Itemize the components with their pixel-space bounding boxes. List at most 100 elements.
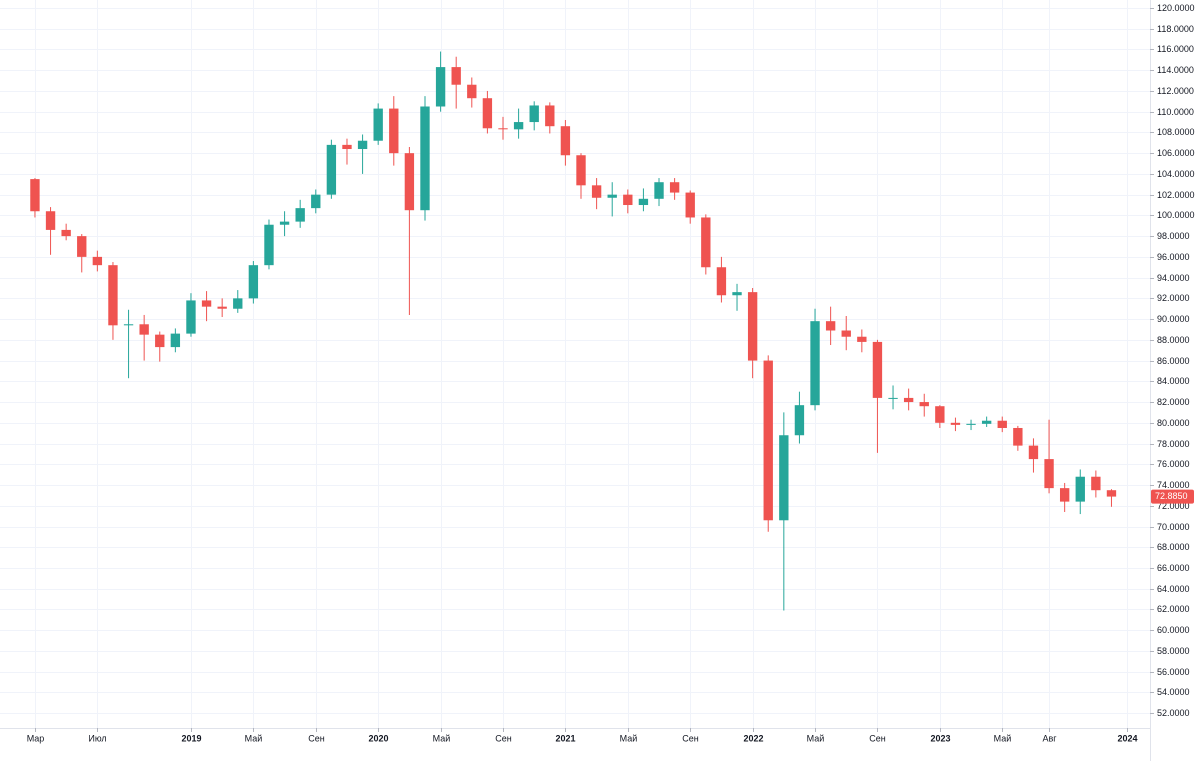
candle-body — [747, 292, 758, 361]
y-tick-label: 72.0000 — [1157, 501, 1190, 511]
candle-body — [1091, 476, 1101, 491]
candle-body — [186, 300, 196, 334]
candle-body — [981, 420, 992, 424]
candle-body — [638, 198, 649, 206]
candle-body — [108, 265, 118, 326]
y-tick-label: 62.0000 — [1157, 604, 1190, 614]
y-tick-label: 56.0000 — [1157, 667, 1190, 677]
y-tick-label: 92.0000 — [1157, 293, 1190, 303]
candle-body — [685, 192, 695, 218]
candle-body — [935, 406, 945, 423]
candle-body — [92, 256, 103, 266]
candle-body — [420, 106, 430, 211]
candle-body — [77, 236, 87, 257]
candle-body — [389, 108, 399, 154]
y-tick-label: 118.0000 — [1157, 24, 1194, 34]
candle-body — [1059, 488, 1070, 502]
candle-body — [1075, 476, 1085, 502]
candle-body — [326, 144, 337, 195]
candle-body — [888, 397, 898, 399]
candle-body — [794, 405, 805, 436]
candle-body — [498, 128, 508, 130]
candle-body — [545, 105, 555, 127]
candle-body — [950, 422, 961, 425]
candle-body — [467, 84, 477, 99]
y-tick-label: 110.0000 — [1157, 107, 1194, 117]
x-tick-label: 2019 — [181, 733, 201, 743]
x-tick-label: 2020 — [368, 733, 388, 743]
y-tick-label: 74.0000 — [1157, 480, 1190, 490]
x-tick-label: Май — [994, 733, 1012, 743]
y-tick-label: 100.0000 — [1157, 210, 1195, 220]
candle-body — [779, 435, 789, 521]
candle-body — [903, 397, 914, 403]
x-tick-label: Май — [245, 733, 263, 743]
y-tick-label: 120.0000 — [1157, 3, 1195, 13]
candle-body — [576, 155, 586, 186]
candle-body — [857, 336, 867, 342]
x-tick-label: Май — [807, 733, 825, 743]
y-tick-label: 58.0000 — [1157, 646, 1190, 656]
candle-body — [763, 360, 773, 521]
y-tick-label: 94.0000 — [1157, 273, 1190, 283]
x-tick-label: 2024 — [1117, 733, 1137, 743]
candle-body — [1106, 490, 1117, 497]
y-tick-label: 102.0000 — [1157, 190, 1195, 200]
y-tick-label: 84.0000 — [1157, 376, 1190, 386]
candle-body — [61, 229, 71, 237]
y-tick-label: 104.0000 — [1157, 169, 1195, 179]
candle-body — [669, 182, 680, 193]
y-tick-label: 106.0000 — [1157, 148, 1195, 158]
candle-body — [201, 300, 212, 307]
candle-body — [45, 211, 56, 230]
y-tick-label: 64.0000 — [1157, 584, 1190, 594]
y-tick-label: 52.0000 — [1157, 708, 1190, 718]
candle-body — [529, 105, 539, 123]
x-tick-label: Сен — [495, 733, 512, 743]
candle-body — [716, 267, 727, 296]
y-tick-label: 54.0000 — [1157, 687, 1190, 697]
candle-body — [513, 122, 524, 130]
x-tick-label: Июл — [88, 733, 106, 743]
candle-body — [451, 67, 461, 85]
candle-body — [233, 298, 243, 309]
candle-body — [482, 98, 493, 129]
y-tick-label: 68.0000 — [1157, 542, 1190, 552]
last-price-tag — [1151, 489, 1194, 504]
candle-body — [825, 321, 836, 331]
x-tick-label: Май — [620, 733, 638, 743]
candle-body — [966, 423, 976, 425]
candle-body — [1013, 427, 1023, 446]
candle-body — [264, 224, 274, 266]
y-tick-label: 96.0000 — [1157, 252, 1190, 262]
y-tick-label: 116.0000 — [1157, 44, 1194, 54]
axes: 52.0000 54.0000 56.0000 58.0000 60.0000 62.00… — [27, 3, 1195, 744]
y-tick-label: 80.0000 — [1157, 418, 1190, 428]
y-tick-label: 76.0000 — [1157, 459, 1190, 469]
x-tick-label: Сен — [308, 733, 325, 743]
y-tick-label: 114.0000 — [1157, 65, 1194, 75]
y-tick-label: 112.0000 — [1157, 86, 1194, 96]
candle-body — [732, 292, 742, 296]
candle-body — [997, 420, 1007, 428]
candle-body — [841, 330, 851, 337]
y-tick-label: 70.0000 — [1157, 522, 1190, 532]
candle-body — [248, 265, 259, 299]
x-tick-label: 2022 — [743, 733, 763, 743]
y-tick-label: 60.0000 — [1157, 625, 1190, 635]
candle-body — [311, 194, 321, 209]
candle-body — [155, 334, 165, 348]
candle-body — [872, 341, 883, 398]
candle-body — [654, 182, 664, 199]
candle-body — [404, 153, 415, 211]
candle-body — [560, 126, 571, 156]
candle-body — [1028, 445, 1039, 460]
y-tick-label: 78.0000 — [1157, 439, 1190, 449]
y-tick-label: 66.0000 — [1157, 563, 1190, 573]
x-tick-label: Сен — [682, 733, 699, 743]
candle-body — [810, 321, 820, 406]
x-tick-label: Мар — [27, 733, 45, 743]
candle-body — [591, 185, 602, 198]
grid — [0, 0, 1150, 728]
candle-body — [279, 221, 290, 225]
